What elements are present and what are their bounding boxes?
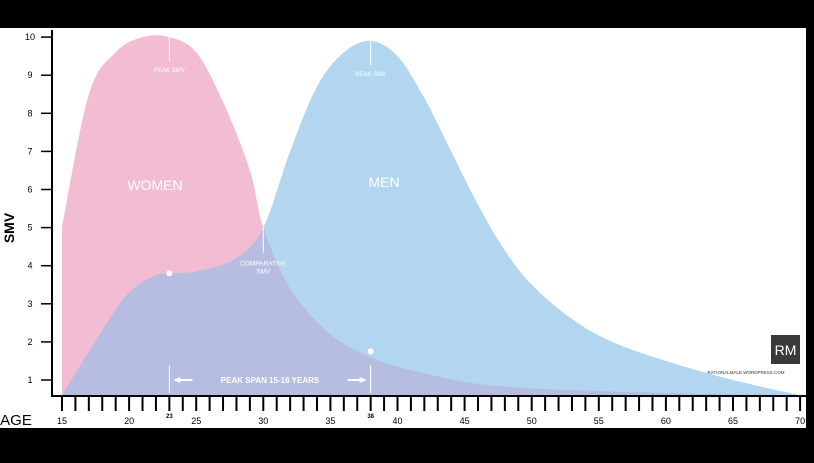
y-tick-label: 9: [27, 70, 32, 80]
comparative-label-smv: SMV: [256, 269, 271, 276]
y-tick-label: 3: [27, 299, 32, 309]
y-tick-label: 8: [27, 108, 32, 118]
y-tick-label: 10: [25, 32, 35, 42]
x-tick-label: 15: [57, 416, 67, 426]
x-tick-label: 35: [325, 416, 335, 426]
x-tick-label: 23: [166, 414, 173, 420]
y-tick-label: 2: [27, 337, 32, 347]
y-tick-label: 1: [27, 375, 32, 385]
y-tick-label: 7: [27, 146, 32, 156]
y-tick-label: 6: [27, 185, 32, 195]
peak-span-label: PEAK SPAN 15-16 YEARS: [221, 376, 320, 385]
rm-logo-text: RM: [775, 342, 797, 358]
y-tick-label: 4: [27, 261, 32, 271]
comparative-label: COMPARATIVE: [240, 261, 287, 268]
data-point: [166, 270, 173, 277]
watermark-url: RATIONALMALE.WORDPRESS.COM: [708, 370, 785, 375]
men-label: MEN: [368, 174, 399, 190]
arrow-right-icon: [347, 377, 367, 383]
women-label: WOMEN: [127, 177, 182, 193]
x-tick-label: 25: [191, 416, 201, 426]
x-axis-title: AGE: [0, 412, 32, 429]
data-point: [367, 348, 374, 355]
women-peak-label: PEAK SMV: [154, 68, 185, 74]
y-tick-label: 5: [27, 223, 32, 233]
x-tick-label: 70: [795, 416, 805, 426]
x-tick-label: 40: [392, 416, 402, 426]
x-tick-label: 50: [527, 416, 537, 426]
men-peak-label: PEAK SMV: [355, 72, 386, 78]
x-tick-label: 65: [728, 416, 738, 426]
x-tick-label: 60: [661, 416, 671, 426]
x-tick-label: 45: [460, 416, 470, 426]
x-tick-label: 30: [258, 416, 268, 426]
arrow-left-icon: [173, 377, 193, 383]
x-tick-label: 38: [367, 414, 374, 420]
x-tick-label: 20: [124, 416, 134, 426]
y-axis-title: SMV: [1, 212, 17, 243]
watermark: RM RATIONALMALE.WORDPRESS.COM: [708, 335, 800, 375]
rm-logo: [771, 335, 800, 364]
x-tick-label: 55: [594, 416, 604, 426]
